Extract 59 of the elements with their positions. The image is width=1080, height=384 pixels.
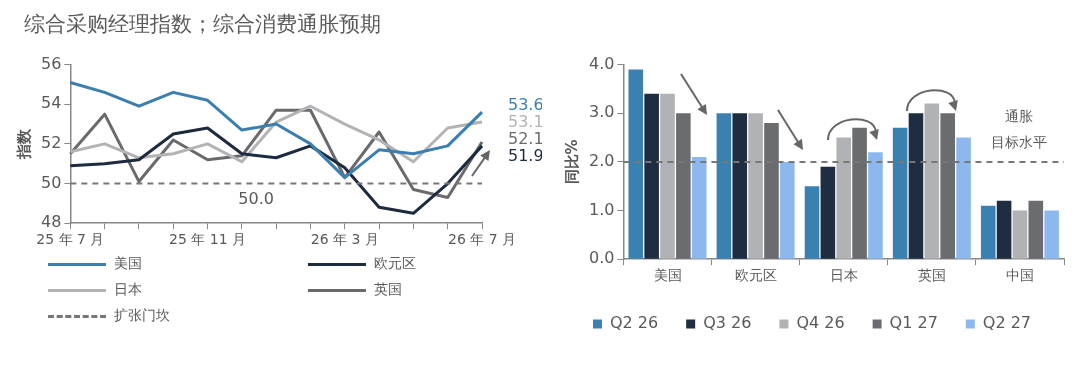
y-tick-label: 1.0	[588, 199, 615, 219]
legend-label: 欧元区	[374, 255, 416, 273]
bar	[660, 93, 675, 259]
bar	[908, 113, 924, 259]
bar	[892, 127, 908, 259]
x-tick-label: 26 年 7 月	[447, 231, 517, 248]
bar	[732, 113, 748, 259]
y-axis-title: 同比%	[562, 139, 581, 185]
bar	[780, 161, 795, 259]
bar	[924, 103, 940, 259]
bar	[980, 205, 996, 259]
chart-title: 综合采购经理指数；综合消费通胀预期	[24, 11, 381, 38]
legend-label: 扩张门坎	[114, 307, 170, 325]
annotation: 50.0	[238, 188, 274, 208]
y-tick-label: 2.0	[588, 151, 615, 171]
y-tick-label: 4.0	[588, 53, 615, 73]
data-label: 53.6	[508, 95, 544, 115]
bar	[644, 93, 659, 259]
legend-label: Q1 27	[889, 313, 938, 333]
legend-label: Q3 26	[703, 313, 752, 333]
bar	[996, 200, 1012, 259]
y-tick-label: 0.0	[588, 248, 615, 268]
legend-label: 美国	[114, 255, 142, 273]
bar	[748, 113, 763, 259]
y-tick-label: 50	[41, 172, 62, 192]
x-tick-label: 英国	[917, 267, 946, 284]
y-tick-label: 52	[41, 133, 62, 153]
bar	[1044, 210, 1059, 259]
legend-label: Q2 27	[982, 313, 1032, 333]
data-label: 53.1	[508, 112, 544, 132]
bar	[691, 157, 707, 259]
bar	[1028, 200, 1044, 259]
y-tick-label: 48	[41, 212, 62, 232]
bar	[836, 137, 852, 259]
ref-line-label: 通胀目标水平	[991, 107, 1047, 150]
y-tick-label: 54	[41, 93, 62, 113]
data-label: 52.1	[508, 129, 544, 149]
x-tick-label: 25 年 7 月	[36, 231, 105, 248]
x-tick-label: 26 年 3 月	[310, 231, 379, 248]
x-tick-label: 美国	[653, 267, 682, 284]
bar	[804, 186, 820, 259]
bar	[716, 113, 732, 259]
y-tick-label: 56	[41, 53, 62, 73]
legend-label: Q2 26	[609, 313, 659, 333]
x-tick-label: 日本	[829, 267, 858, 284]
y-axis-title: 指数	[14, 127, 33, 160]
x-tick-label: 欧元区	[734, 267, 777, 284]
x-tick-label: 中国	[1005, 267, 1034, 284]
x-tick-label: 25 年 11 月	[169, 231, 247, 248]
data-label: 51.9	[508, 146, 544, 166]
legend-label: 日本	[114, 281, 142, 299]
legend-label: Q4 26	[796, 313, 845, 333]
legend-label: 英国	[374, 281, 402, 299]
bar	[868, 152, 883, 259]
bar	[956, 137, 971, 259]
bar	[628, 69, 644, 259]
bar	[820, 166, 836, 259]
y-tick-label: 3.0	[588, 102, 615, 122]
bar	[1012, 210, 1028, 259]
